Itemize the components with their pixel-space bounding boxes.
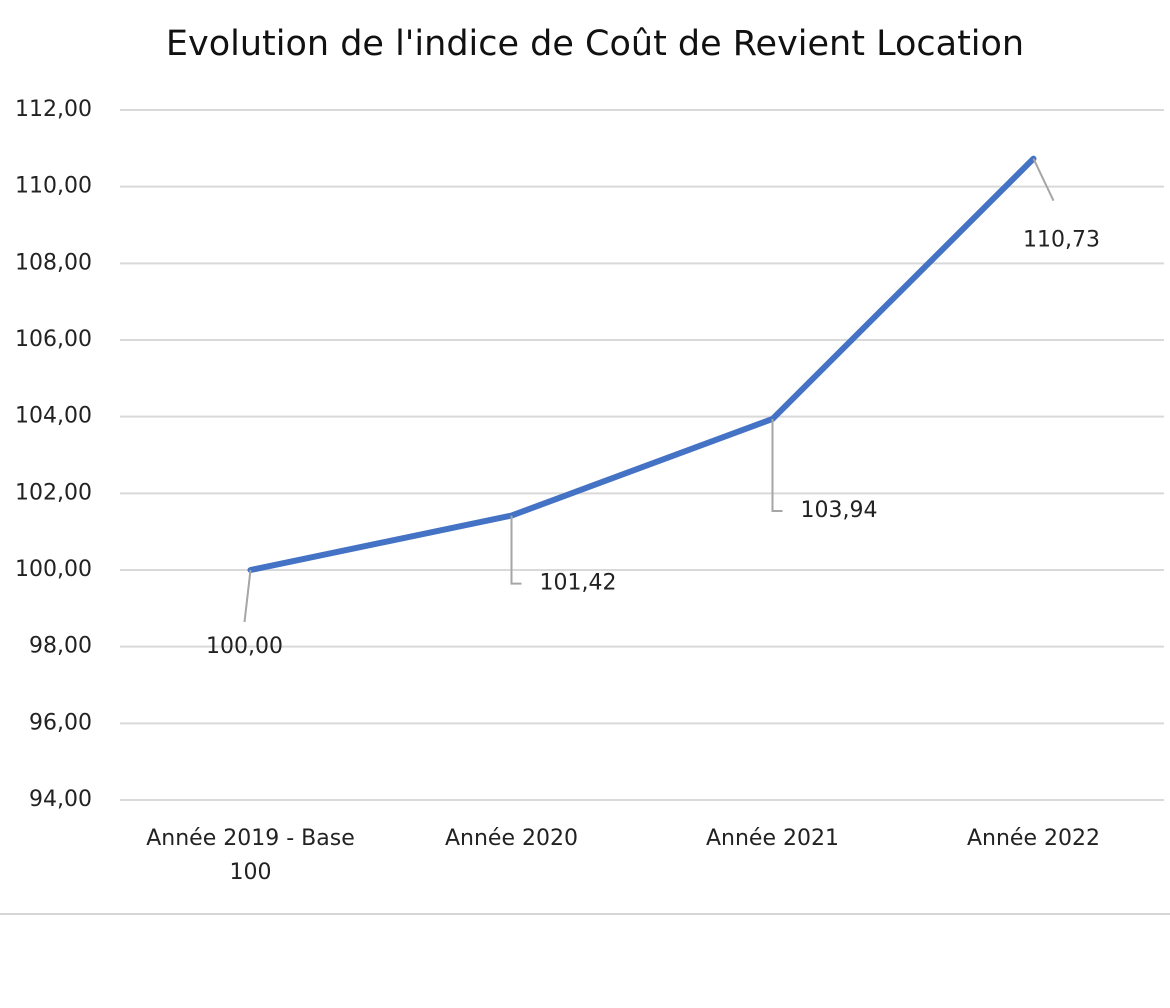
x-tick-label: Année 2021 xyxy=(706,826,839,851)
data-label: 110,73 xyxy=(1023,228,1100,253)
y-tick-label: 94,00 xyxy=(29,787,92,812)
leader-line xyxy=(1032,158,1055,202)
chart-title: Evolution de l'indice de Coût de Revient… xyxy=(166,24,1024,64)
x-tick-label: Année 2022 xyxy=(967,826,1100,851)
leader-line xyxy=(771,418,783,512)
y-tick-label: 112,00 xyxy=(15,97,92,122)
y-tick-label: 106,00 xyxy=(15,327,92,352)
y-tick-label: 100,00 xyxy=(15,557,92,582)
y-tick-label: 96,00 xyxy=(29,710,92,735)
y-tick-label: 98,00 xyxy=(29,634,92,659)
y-tick-label: 102,00 xyxy=(15,480,92,505)
data-label: 100,00 xyxy=(206,634,283,659)
y-tick-label: 108,00 xyxy=(15,250,92,275)
data-label: 101,42 xyxy=(540,571,617,596)
leader-line xyxy=(243,569,252,623)
y-tick-label: 104,00 xyxy=(15,404,92,429)
x-tick-label: Année 2019 - Base 100 xyxy=(146,826,355,885)
series-line xyxy=(247,155,1037,573)
leader-line xyxy=(510,515,522,585)
y-tick-label: 110,00 xyxy=(15,174,92,199)
x-tick-label: Année 2020 xyxy=(445,826,578,851)
data-label: 103,94 xyxy=(801,498,878,523)
